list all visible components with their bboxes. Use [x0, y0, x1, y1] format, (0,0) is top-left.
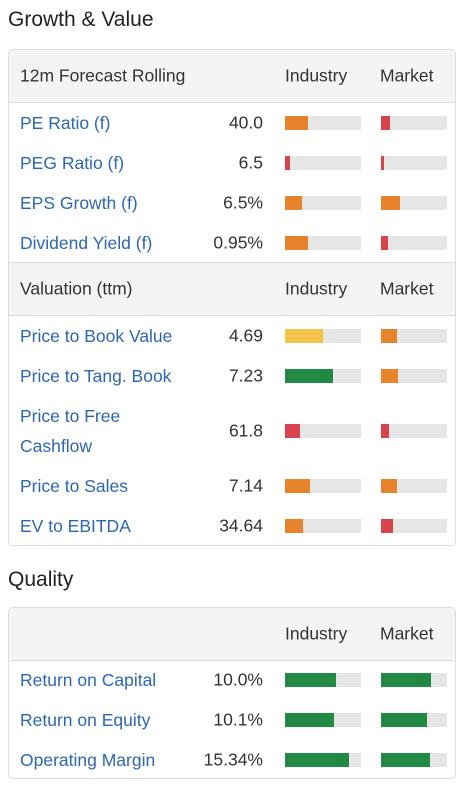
- market-bar: [381, 369, 447, 383]
- metric-row-return-on-capital: Return on Capital 10.0%: [9, 660, 455, 700]
- industry-bar: [285, 156, 361, 170]
- metric-label-link[interactable]: EPS Growth (f): [20, 193, 138, 213]
- metric-value: 7.14: [228, 475, 263, 496]
- forecast-market-header: Market: [380, 65, 434, 86]
- industry-bar-fill: [285, 369, 333, 383]
- market-bar: [381, 424, 447, 438]
- metric-row-price-to-book-value: Price to Book Value 4.69: [9, 316, 455, 356]
- quality-market-header: Market: [380, 623, 434, 644]
- metric-label-link[interactable]: Price to Free Cashflow: [20, 406, 121, 456]
- industry-bar-fill: [285, 479, 311, 493]
- metric-label-link[interactable]: Return on Capital: [20, 670, 157, 690]
- forecast-industry-header: Industry: [285, 65, 348, 86]
- metric-label-link[interactable]: Dividend Yield (f): [20, 233, 153, 253]
- quality-header: Industry Market: [9, 608, 455, 661]
- valuation-industry-header: Industry: [285, 278, 348, 299]
- metric-label-link[interactable]: Price to Book Value: [20, 326, 173, 346]
- metric-value: 10.1%: [213, 709, 263, 730]
- industry-bar-fill: [285, 519, 304, 533]
- metric-row-eps-growth-f: EPS Growth (f) 6.5%: [9, 183, 455, 223]
- market-bar: [381, 236, 447, 250]
- metric-value: 34.64: [219, 515, 263, 536]
- industry-bar: [285, 753, 361, 767]
- market-bar-fill: [381, 156, 384, 170]
- market-bar-fill: [381, 196, 401, 210]
- market-bar-fill: [381, 116, 390, 130]
- metric-label-link[interactable]: Return on Equity: [20, 710, 151, 730]
- metric-label-link[interactable]: PEG Ratio (f): [20, 153, 125, 173]
- market-bar-fill: [381, 713, 428, 727]
- metric-value: 0.95%: [213, 232, 263, 253]
- market-bar: [381, 156, 447, 170]
- metric-row-dividend-yield-f: Dividend Yield (f) 0.95%: [9, 223, 455, 263]
- industry-bar-fill: [285, 196, 302, 210]
- metric-row-operating-margin: Operating Margin 15.34%: [9, 740, 455, 778]
- market-bar-fill: [381, 519, 393, 533]
- metric-row-return-on-equity: Return on Equity 10.1%: [9, 700, 455, 740]
- industry-bar: [285, 479, 361, 493]
- metric-row-pe-ratio-f: PE Ratio (f) 40.0: [9, 103, 455, 143]
- quality-industry-header: Industry: [285, 623, 348, 644]
- valuation-header-label: Valuation (ttm): [20, 278, 133, 299]
- market-bar: [381, 519, 447, 533]
- industry-bar-fill: [285, 673, 336, 687]
- industry-bar-fill: [285, 424, 301, 438]
- metric-value: 40.0: [228, 112, 263, 133]
- industry-bar-fill: [285, 116, 308, 130]
- industry-bar: [285, 116, 361, 130]
- metric-value: 61.8: [228, 420, 263, 441]
- metric-value: 6.5%: [223, 192, 263, 213]
- quality-title: Quality: [8, 568, 74, 591]
- metric-label-link[interactable]: Price to Sales: [20, 476, 128, 496]
- market-bar-fill: [381, 236, 389, 250]
- metric-value: 15.34%: [203, 749, 263, 770]
- market-bar: [381, 329, 447, 343]
- forecast-header-label: 12m Forecast Rolling: [20, 65, 186, 86]
- metric-value: 6.5: [238, 152, 263, 173]
- metric-row-ev-to-ebitda: EV to EBITDA 34.64: [9, 506, 455, 545]
- industry-bar-fill: [285, 236, 308, 250]
- industry-bar: [285, 236, 361, 250]
- market-bar: [381, 116, 447, 130]
- market-bar: [381, 673, 447, 687]
- industry-bar: [285, 196, 361, 210]
- market-bar-fill: [381, 329, 397, 343]
- growth-value-panel: 12m Forecast Rolling Industry Market PE …: [8, 49, 456, 546]
- industry-bar-fill: [285, 713, 334, 727]
- valuation-header: Valuation (ttm) Industry Market: [9, 262, 455, 316]
- growth-value-title: Growth & Value: [8, 8, 154, 31]
- market-bar-fill: [381, 424, 389, 438]
- industry-bar: [285, 329, 361, 343]
- metric-row-price-to-sales: Price to Sales 7.14: [9, 466, 455, 506]
- market-bar-fill: [381, 369, 399, 383]
- metric-label-link[interactable]: Operating Margin: [20, 750, 156, 770]
- industry-bar-fill: [285, 156, 291, 170]
- market-bar: [381, 196, 447, 210]
- metric-row-peg-ratio-f: PEG Ratio (f) 6.5: [9, 143, 455, 183]
- market-bar-fill: [381, 753, 430, 767]
- metric-row-price-to-tang-book: Price to Tang. Book 7.23: [9, 356, 455, 396]
- market-bar: [381, 479, 447, 493]
- metric-label-link[interactable]: Price to Tang. Book: [20, 366, 172, 386]
- quality-panel: Industry Market Return on Capital 10.0% Re…: [8, 607, 456, 779]
- metric-value: 7.23: [228, 365, 263, 386]
- metric-value: 10.0%: [213, 669, 263, 690]
- market-bar: [381, 753, 447, 767]
- industry-bar: [285, 519, 361, 533]
- metric-label-link[interactable]: EV to EBITDA: [20, 516, 131, 536]
- market-bar: [381, 713, 447, 727]
- market-bar-fill: [381, 479, 397, 493]
- metric-value: 4.69: [228, 325, 263, 346]
- valuation-market-header: Market: [380, 278, 434, 299]
- metric-label-link[interactable]: PE Ratio (f): [20, 113, 111, 133]
- market-bar-fill: [381, 673, 432, 687]
- industry-bar-fill: [285, 753, 349, 767]
- industry-bar: [285, 713, 361, 727]
- metric-row-price-to-free-cashflow: Price to Free Cashflow 61.8: [9, 396, 455, 466]
- industry-bar-fill: [285, 329, 323, 343]
- forecast-header: 12m Forecast Rolling Industry Market: [9, 50, 455, 103]
- industry-bar: [285, 369, 361, 383]
- industry-bar: [285, 424, 361, 438]
- industry-bar: [285, 673, 361, 687]
